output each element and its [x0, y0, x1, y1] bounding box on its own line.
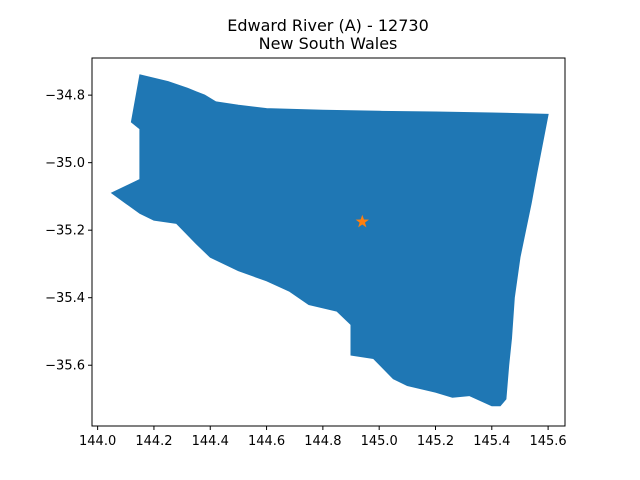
- x-tick-label: 145.2: [417, 434, 454, 449]
- y-tick-label: −35.4: [45, 291, 85, 306]
- x-tick-label: 144.4: [192, 434, 229, 449]
- x-tick-label: 144.0: [79, 434, 116, 449]
- x-tick-label: 145.6: [529, 434, 566, 449]
- y-tick-label: −35.0: [45, 156, 85, 171]
- x-tick-label: 144.6: [248, 434, 285, 449]
- y-tick-label: −35.6: [45, 359, 85, 374]
- x-tick-label: 145.4: [473, 434, 510, 449]
- x-tick-label: 144.8: [304, 434, 341, 449]
- axes-frame: [91, 57, 566, 427]
- chart-subtitle: New South Wales: [259, 34, 398, 53]
- region-polygon: [110, 74, 549, 407]
- x-tick-label: 144.2: [135, 434, 172, 449]
- x-axis: 144.0 144.2 144.4 144.6 144.8 145.0 145.2 145.4…: [79, 426, 567, 449]
- y-axis: −34.8 −35.0 −35.2 −35.4 −35.6: [45, 89, 92, 374]
- x-tick-label: 145.0: [361, 434, 398, 449]
- plot-area: [110, 74, 549, 407]
- y-tick-label: −35.2: [45, 224, 85, 239]
- chart-title: Edward River (A) - 12730: [227, 16, 429, 35]
- centroid-star-marker: [355, 214, 369, 228]
- y-tick-label: −34.8: [45, 89, 85, 104]
